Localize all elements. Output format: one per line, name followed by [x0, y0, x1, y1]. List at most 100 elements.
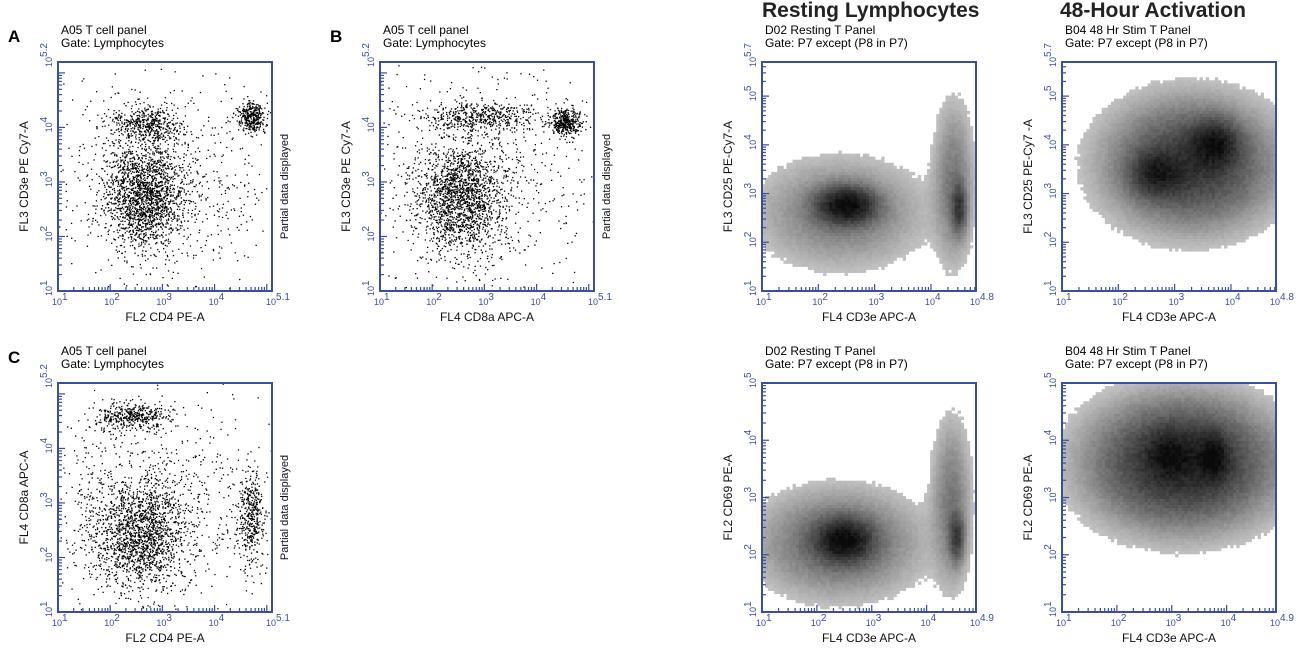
event-dot — [492, 190, 493, 191]
event-dot — [143, 125, 144, 126]
event-dot — [173, 203, 174, 204]
event-dot — [139, 170, 140, 171]
event-dot — [475, 188, 476, 189]
event-dot — [129, 179, 130, 180]
event-dot — [176, 196, 177, 197]
event-dot — [145, 220, 146, 221]
event-dot — [113, 231, 114, 232]
event-dot — [472, 215, 473, 216]
event-dot — [143, 112, 144, 113]
event-dot — [257, 107, 258, 108]
event-dot — [516, 172, 517, 173]
event-dot — [132, 208, 133, 209]
event-dot — [259, 112, 260, 113]
event-dot — [163, 191, 164, 192]
event-dot — [170, 131, 171, 132]
event-dot — [127, 168, 128, 169]
event-dot — [181, 221, 182, 222]
event-dot — [85, 202, 86, 203]
event-dot — [158, 162, 159, 163]
event-dot — [191, 134, 192, 135]
event-dot — [437, 175, 438, 176]
event-dot — [444, 124, 445, 125]
event-dot — [122, 224, 123, 225]
event-dot — [161, 177, 162, 178]
event-dot — [129, 221, 130, 222]
event-dot — [175, 127, 176, 128]
event-dot — [466, 201, 467, 202]
event-dot — [497, 218, 498, 219]
event-dot — [131, 204, 132, 205]
event-dot — [111, 153, 112, 154]
event-dot — [472, 171, 473, 172]
event-dot — [465, 220, 466, 221]
event-dot — [474, 178, 475, 179]
event-dot — [145, 156, 146, 157]
event-dot — [98, 190, 99, 191]
event-dot — [406, 179, 407, 180]
event-dot — [119, 193, 120, 194]
event-dot — [144, 206, 145, 207]
event-dot — [131, 133, 132, 134]
event-dot — [460, 165, 461, 166]
event-dot — [228, 201, 229, 202]
event-dot — [443, 194, 444, 195]
event-dot — [248, 155, 249, 156]
event-dot — [462, 246, 463, 247]
event-dot — [219, 181, 220, 182]
event-dot — [120, 194, 121, 195]
event-dot — [443, 153, 444, 154]
event-dot — [97, 205, 98, 206]
event-dot — [101, 177, 102, 178]
event-dot — [476, 201, 477, 202]
event-dot — [434, 196, 435, 197]
event-dot — [130, 201, 131, 202]
event-dot — [474, 196, 475, 197]
event-dot — [145, 127, 146, 128]
event-dot — [191, 182, 192, 183]
event-dot — [163, 232, 164, 233]
event-dot — [119, 251, 120, 252]
event-dot — [472, 122, 473, 123]
event-dot — [159, 219, 160, 220]
event-dot — [128, 237, 129, 238]
event-dot — [445, 201, 446, 202]
event-dot — [412, 191, 413, 192]
event-dot — [489, 183, 490, 184]
event-dot — [117, 217, 118, 218]
event-dot — [495, 211, 496, 212]
event-dot — [179, 191, 180, 192]
event-dot — [182, 164, 183, 165]
event-dot — [66, 206, 67, 207]
event-dot — [506, 177, 507, 178]
event-dot — [476, 179, 477, 180]
event-dot — [159, 251, 160, 252]
event-dot — [71, 238, 72, 239]
event-dot — [424, 192, 425, 193]
event-dot — [173, 125, 174, 126]
event-dot — [451, 120, 452, 121]
y-axis-label: FL3 CD3e PE Cy7-A — [17, 121, 31, 232]
event-dot — [152, 170, 153, 171]
event-dot — [474, 220, 475, 221]
event-dot — [217, 204, 218, 205]
event-dot — [114, 179, 115, 180]
event-dot — [190, 182, 191, 183]
event-dot — [180, 192, 181, 193]
event-dot — [166, 227, 167, 228]
event-dot — [127, 165, 128, 166]
event-dot — [463, 253, 464, 254]
event-dot — [468, 188, 469, 189]
event-dot — [138, 255, 139, 256]
event-dot — [132, 151, 133, 152]
event-dot — [163, 213, 164, 214]
event-dot — [116, 203, 117, 204]
event-dot — [92, 179, 93, 180]
event-dot — [147, 176, 148, 177]
event-dot — [123, 208, 124, 209]
event-dot — [125, 129, 126, 130]
event-dot — [132, 153, 133, 154]
event-dot — [121, 227, 122, 228]
event-dot — [166, 209, 167, 210]
event-dot — [430, 199, 431, 200]
